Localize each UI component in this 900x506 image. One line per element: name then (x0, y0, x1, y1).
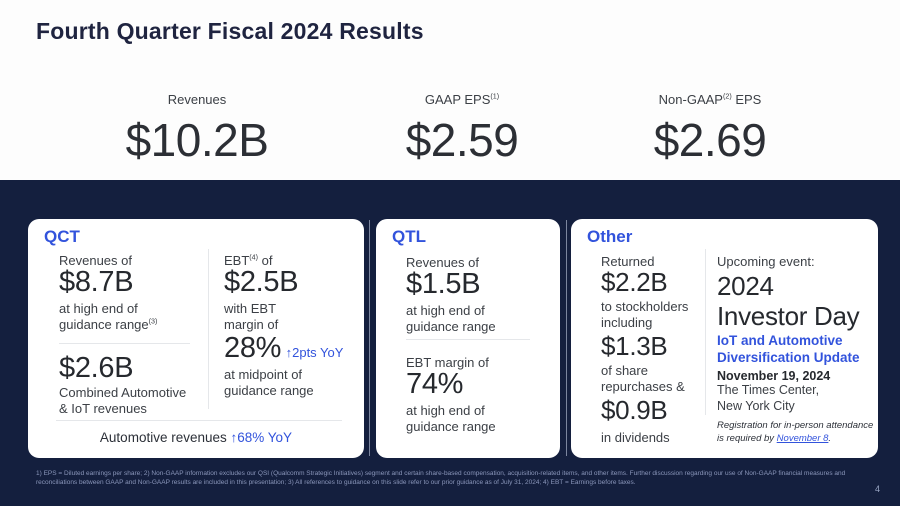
metric-gaap-eps-label: GAAP EPS(1) (424, 92, 500, 107)
qtl-divider (406, 339, 530, 340)
qtl-ebt-margin-label: EBT margin of (406, 355, 489, 370)
other-card: Other Returned $2.2B to stockholders inc… (571, 219, 878, 458)
event-venue: The Times Center, New York City (717, 383, 820, 413)
metric-revenues-label: Revenues (167, 92, 227, 107)
qct-auto-iot-caption: Combined Automotive & IoT revenues (59, 385, 187, 416)
page-title: Fourth Quarter Fiscal 2024 Results (36, 18, 424, 44)
qct-ebt-value: $2.5B (224, 266, 299, 298)
event-date: November 19, 2024 (717, 369, 831, 383)
qct-ebt-margin-caption: with EBT margin of (224, 301, 279, 332)
event-year: 2024 (717, 271, 774, 301)
qtl-ebt-margin-value: 74% (406, 368, 464, 400)
qct-margin-row: 28% ↑2pts YoY (224, 332, 343, 365)
metric-revenues: Revenues $10.2B (126, 92, 269, 167)
november-8-link[interactable]: November 8 (776, 433, 829, 445)
qct-revenues-caption: at high end of guidance range(3) (59, 301, 158, 332)
other-returned-label: Returned (601, 254, 655, 269)
qtl-revenues-label: Revenues of (406, 255, 479, 270)
event-registration-note: Registration for in-person attendance is… (717, 420, 874, 445)
metric-non-gaap-eps-value: $2.69 (653, 114, 767, 166)
qtl-ebt-margin-caption: at high end of guidance range (406, 403, 496, 434)
other-dividends-label: in dividends (601, 430, 670, 445)
qct-revenues-value: $8.7B (59, 266, 134, 298)
other-heading: Other (587, 227, 633, 246)
other-returned-value: $2.2B (601, 267, 668, 297)
other-stockholders-caption: to stockholders including (601, 299, 689, 330)
event-eyebrow: Upcoming event: (717, 254, 815, 269)
qtl-card: QTL Revenues of $1.5B at high end of gui… (376, 219, 560, 458)
qct-footer-yoy-note: ↑68% YoY (230, 430, 293, 445)
qct-margin-yoy-note: ↑2pts YoY (285, 345, 344, 360)
results-panel: QCT Revenues of $8.7B at high end of gui… (0, 180, 900, 506)
metric-gaap-eps: GAAP EPS(1) $2.59 (406, 92, 519, 167)
qtl-revenues-value: $1.5B (406, 268, 481, 300)
qct-inner-divider (208, 249, 209, 409)
qct-revenues-label: Revenues of (59, 253, 132, 268)
page-number: 4 (874, 484, 880, 494)
metric-non-gaap-eps: Non-GAAP(2) EPS $2.69 (654, 92, 767, 167)
other-inner-divider (705, 249, 706, 415)
qct-footer: Automotive revenues ↑68% YoY (99, 430, 293, 445)
metric-gaap-eps-value: $2.59 (405, 114, 519, 166)
other-dividends-value: $0.9B (601, 395, 668, 425)
footnote: 1) EPS = Diluted earnings per share; 2) … (36, 470, 846, 487)
qct-margin-caption: at midpoint of guidance range (224, 367, 314, 398)
qct-auto-iot-value: $2.6B (59, 352, 134, 384)
event-name: Investor Day (717, 301, 860, 331)
card-separator (566, 220, 567, 456)
event-subtitle: IoT and Automotive Diversification Updat… (717, 333, 860, 365)
metric-revenues-value: $10.2B (125, 114, 269, 166)
other-repurchases-value: $1.3B (601, 331, 668, 361)
other-repurchases-caption: of share repurchases & (601, 363, 685, 394)
qct-heading: QCT (44, 227, 80, 246)
qct-column-divider-horizontal (59, 343, 190, 344)
qtl-heading: QTL (392, 227, 426, 246)
qct-margin-value: 28% (224, 332, 282, 364)
qct-footer-divider (56, 420, 342, 421)
metric-non-gaap-eps-label: Non-GAAP(2) EPS (658, 92, 762, 107)
qtl-revenues-caption: at high end of guidance range (406, 303, 496, 334)
qct-ebt-label: EBT(4) of (224, 253, 273, 268)
qct-card: QCT Revenues of $8.7B at high end of gui… (28, 219, 364, 458)
card-separator (369, 220, 370, 456)
